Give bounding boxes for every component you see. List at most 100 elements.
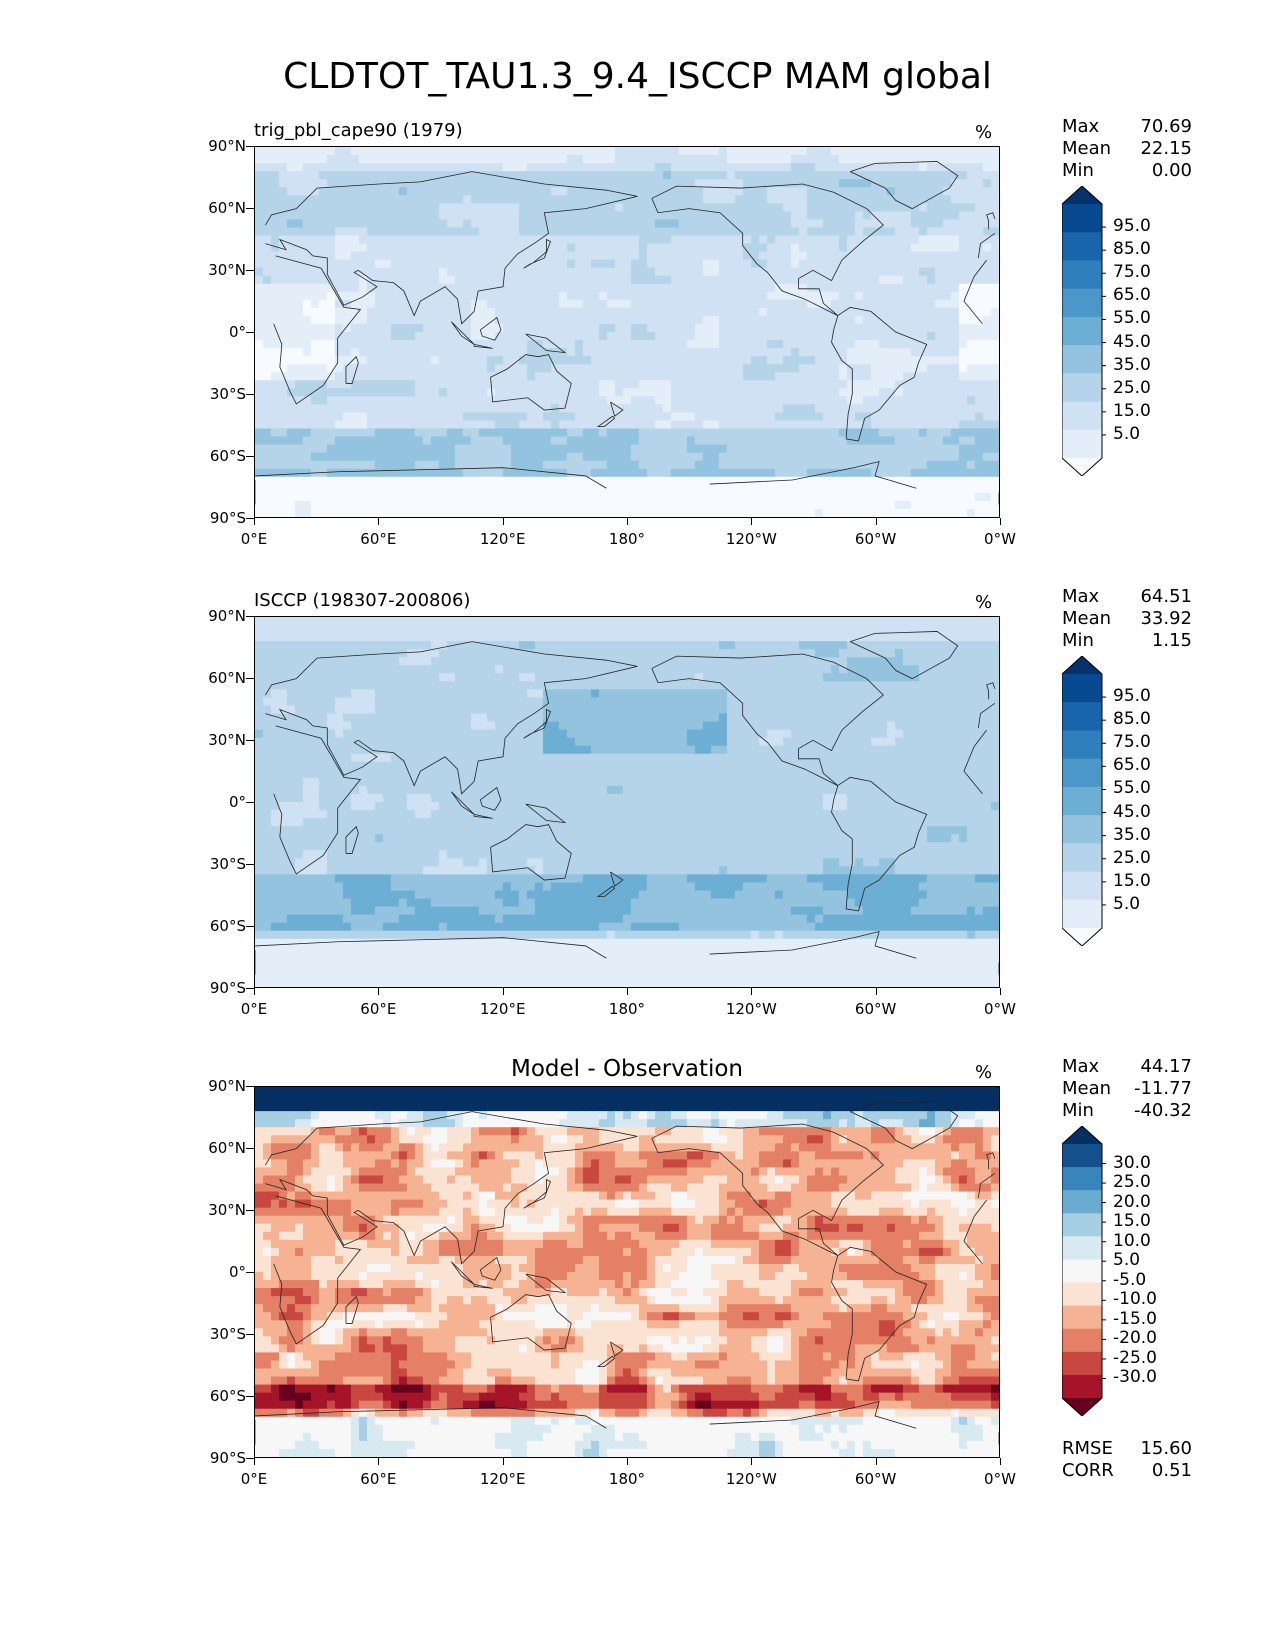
field-cell bbox=[655, 625, 664, 634]
field-cell bbox=[382, 484, 392, 494]
field-cell bbox=[255, 323, 264, 333]
field-cell bbox=[366, 380, 376, 389]
coastlines bbox=[255, 161, 999, 505]
field-cell bbox=[702, 307, 712, 317]
field-cell bbox=[655, 251, 664, 261]
field-cell bbox=[607, 251, 616, 261]
field-cell bbox=[958, 380, 968, 389]
field-cell bbox=[966, 283, 976, 293]
field-cell bbox=[630, 460, 640, 470]
field-cell bbox=[551, 187, 560, 196]
field-cell bbox=[783, 219, 792, 229]
colorbar-segment bbox=[1062, 373, 1102, 403]
field-cell bbox=[894, 251, 904, 261]
field-cell bbox=[806, 348, 816, 357]
field-cell bbox=[806, 299, 816, 309]
field-cell bbox=[638, 267, 648, 277]
field-cell bbox=[958, 291, 968, 301]
field-cell bbox=[511, 388, 520, 397]
field-cell bbox=[823, 404, 832, 414]
field-cell bbox=[255, 452, 264, 462]
field-cell bbox=[646, 380, 656, 389]
field-cell bbox=[463, 364, 472, 373]
field-cell bbox=[679, 380, 688, 389]
field-cell bbox=[719, 641, 728, 650]
field-cell bbox=[551, 307, 560, 317]
field-cell bbox=[862, 267, 872, 277]
field-cell bbox=[950, 380, 960, 389]
field-cell bbox=[958, 219, 968, 229]
field-cell bbox=[582, 307, 592, 317]
field-cell bbox=[767, 657, 776, 666]
field-cell bbox=[711, 219, 720, 229]
field-cell bbox=[727, 179, 736, 188]
field-cell bbox=[574, 259, 584, 269]
field-cell bbox=[711, 147, 720, 156]
field-cell bbox=[615, 299, 624, 309]
field-cell bbox=[854, 404, 864, 414]
field-cell bbox=[734, 372, 744, 381]
field-cell bbox=[943, 420, 952, 430]
field-cell bbox=[887, 251, 896, 261]
field-cell bbox=[702, 508, 712, 517]
field-cell bbox=[758, 235, 768, 245]
field-cell bbox=[463, 211, 472, 220]
field-cell bbox=[854, 163, 864, 172]
field-cell bbox=[887, 468, 896, 478]
field-cell bbox=[983, 299, 992, 309]
colorbar bbox=[1062, 186, 1106, 476]
field-cell bbox=[734, 452, 744, 462]
field-cell bbox=[607, 508, 616, 517]
field-cell bbox=[694, 452, 704, 462]
field-cell bbox=[975, 179, 984, 188]
field-cell bbox=[623, 155, 632, 164]
field-cell bbox=[823, 203, 832, 212]
field-cell bbox=[478, 625, 488, 634]
field-cell bbox=[438, 452, 448, 462]
field-cell bbox=[894, 444, 904, 454]
field-cell bbox=[815, 460, 824, 470]
field-cell bbox=[463, 484, 472, 494]
field-cell bbox=[918, 508, 928, 517]
field-cell bbox=[326, 267, 336, 277]
field-cell bbox=[407, 348, 416, 357]
field-cell bbox=[559, 452, 568, 462]
field-cell bbox=[943, 348, 952, 357]
field-cell bbox=[975, 348, 984, 357]
field-cell bbox=[414, 315, 424, 325]
field-cell bbox=[983, 323, 992, 333]
field-cell bbox=[686, 468, 696, 478]
field-cell bbox=[511, 163, 520, 172]
field-cell bbox=[783, 299, 792, 309]
field-cell bbox=[983, 315, 992, 325]
field-cell bbox=[590, 155, 600, 164]
field-cell bbox=[758, 625, 768, 634]
field-cell bbox=[719, 452, 728, 462]
field-cell bbox=[262, 187, 272, 196]
field-cell bbox=[359, 420, 368, 430]
field-cell bbox=[790, 259, 800, 269]
field-cell bbox=[407, 404, 416, 414]
field-cell bbox=[270, 657, 280, 666]
field-cell bbox=[862, 323, 872, 333]
field-cell bbox=[438, 380, 448, 389]
field-cell bbox=[758, 460, 768, 470]
field-cell bbox=[750, 641, 760, 650]
figure-title: CLDTOT_TAU1.3_9.4_ISCCP MAM global bbox=[283, 56, 992, 97]
field-cell bbox=[582, 227, 592, 237]
field-cell bbox=[839, 364, 848, 373]
field-cell bbox=[655, 356, 664, 365]
field-cell bbox=[686, 364, 696, 373]
field-cell bbox=[374, 348, 384, 357]
field-cell bbox=[590, 323, 600, 333]
field-cell bbox=[430, 243, 440, 253]
x-tick-mark bbox=[999, 518, 1001, 525]
field-cell bbox=[287, 404, 296, 414]
field-cell bbox=[335, 641, 344, 650]
map-svg bbox=[255, 147, 999, 517]
field-cell bbox=[702, 340, 712, 349]
field-cell bbox=[526, 460, 536, 470]
field-cell bbox=[526, 649, 536, 658]
field-cell bbox=[262, 388, 272, 397]
field-cell bbox=[966, 657, 976, 666]
